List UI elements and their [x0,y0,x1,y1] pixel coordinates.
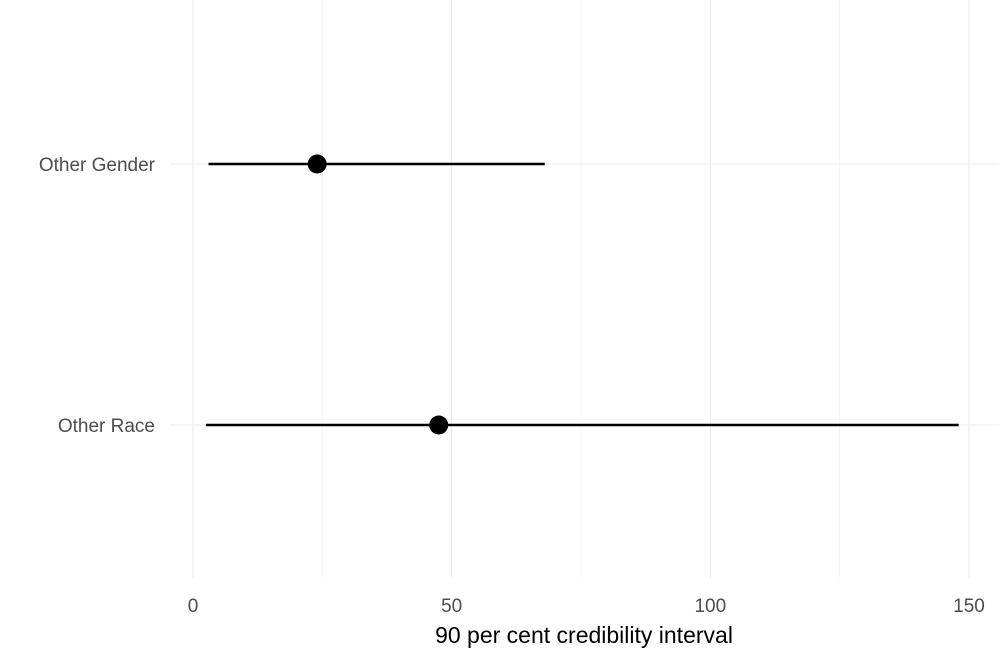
estimate-point [429,415,449,435]
x-axis-title: 90 per cent credibility interval [435,622,733,648]
x-tick-label: 150 [953,596,985,617]
estimate-point [307,154,327,174]
x-tick-label: 50 [441,596,462,617]
x-axis: 0 50 100 150 [188,596,985,617]
y-tick-label: Other Race [58,416,155,437]
y-tick-label: Other Gender [39,155,156,176]
x-tick-label: 0 [188,596,199,617]
y-axis: Other Gender Other Race [39,155,156,437]
interval-marks [205,154,959,435]
x-tick-label: 100 [694,596,726,617]
